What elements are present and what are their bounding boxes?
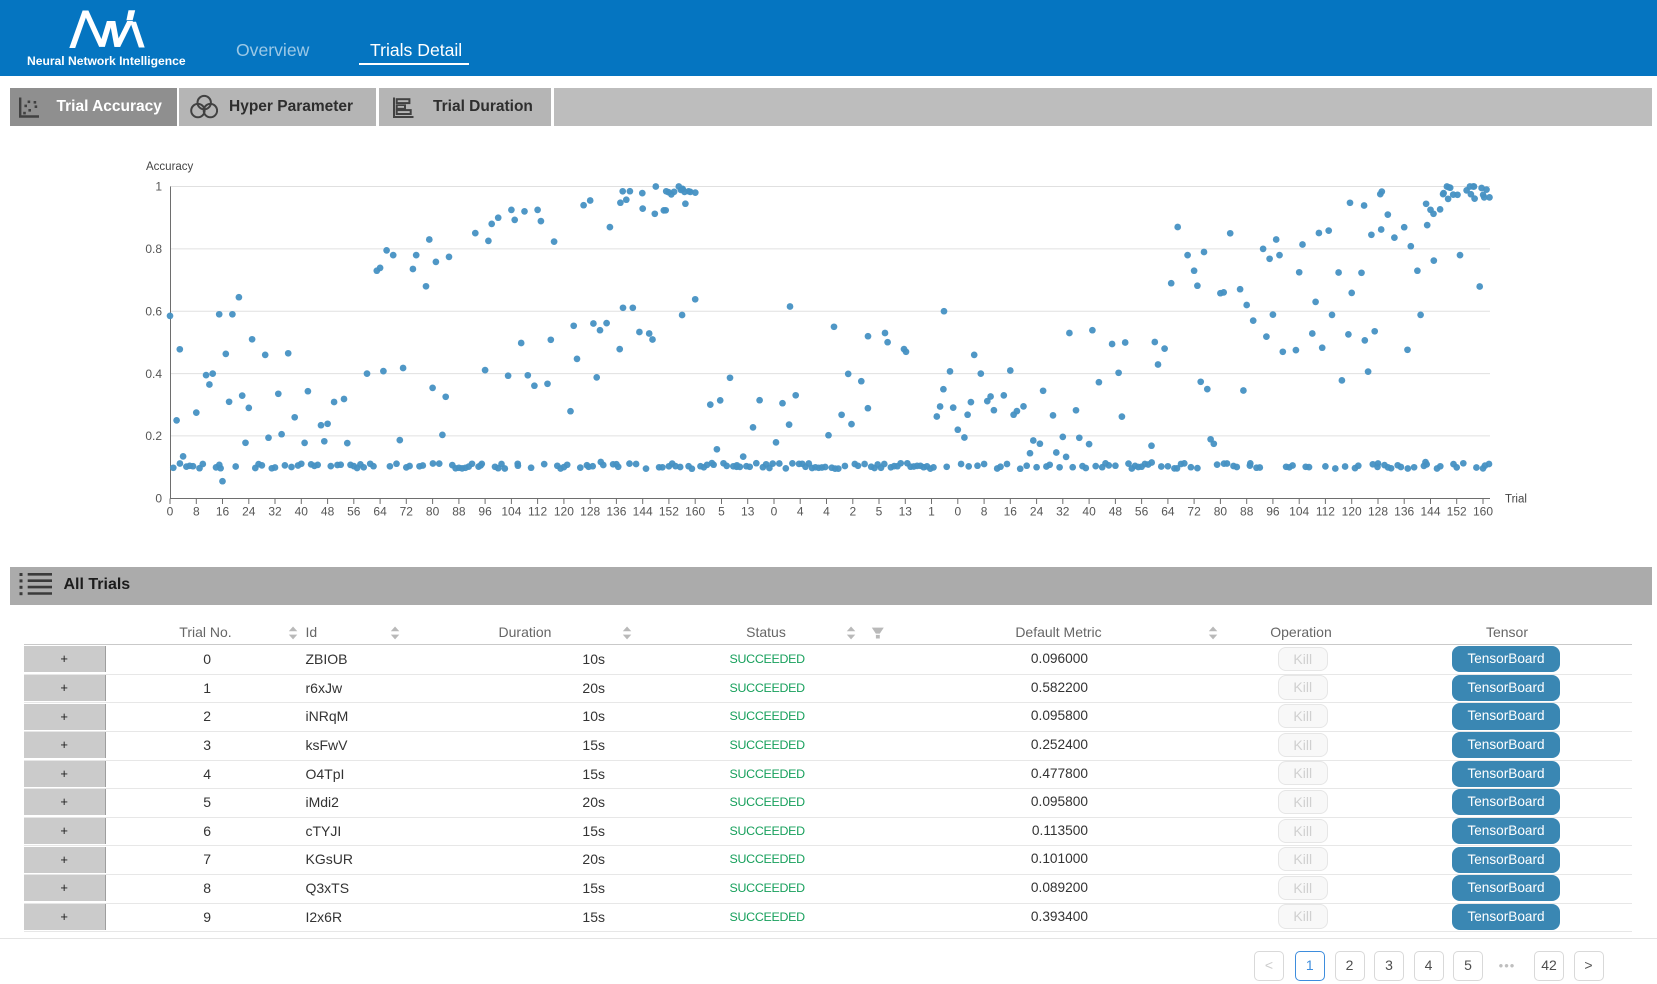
svg-text:5: 5 — [718, 505, 725, 519]
svg-text:152: 152 — [659, 505, 679, 519]
svg-text:64: 64 — [373, 505, 387, 519]
svg-text:0.2: 0.2 — [145, 429, 162, 443]
svg-text:0.4: 0.4 — [145, 367, 162, 381]
svg-text:24: 24 — [242, 505, 256, 519]
svg-text:Trial: Trial — [1505, 494, 1527, 506]
svg-text:0.8: 0.8 — [145, 242, 162, 256]
svg-text:4: 4 — [797, 505, 804, 519]
svg-text:120: 120 — [554, 505, 574, 519]
svg-text:8: 8 — [193, 505, 200, 519]
svg-text:80: 80 — [426, 505, 440, 519]
svg-text:56: 56 — [1135, 505, 1149, 519]
svg-text:0.6: 0.6 — [145, 304, 162, 318]
svg-text:88: 88 — [1240, 505, 1254, 519]
svg-text:0: 0 — [954, 505, 961, 519]
svg-text:112: 112 — [528, 505, 547, 519]
svg-text:72: 72 — [1187, 505, 1201, 519]
svg-text:13: 13 — [899, 505, 913, 519]
svg-text:32: 32 — [268, 505, 282, 519]
svg-text:0: 0 — [155, 492, 162, 506]
svg-text:128: 128 — [1368, 505, 1388, 519]
svg-text:16: 16 — [1004, 505, 1018, 519]
svg-text:136: 136 — [606, 505, 626, 519]
svg-text:144: 144 — [1420, 505, 1440, 519]
svg-text:40: 40 — [1082, 505, 1096, 519]
svg-text:64: 64 — [1161, 505, 1175, 519]
svg-text:104: 104 — [1289, 505, 1309, 519]
svg-text:16: 16 — [216, 505, 230, 519]
svg-text:24: 24 — [1030, 505, 1044, 519]
svg-text:4: 4 — [823, 505, 830, 519]
svg-text:0: 0 — [167, 505, 174, 519]
svg-text:Accuracy: Accuracy — [146, 161, 194, 173]
svg-text:32: 32 — [1056, 505, 1070, 519]
svg-text:2: 2 — [849, 505, 856, 519]
svg-text:1: 1 — [928, 505, 935, 519]
svg-text:0: 0 — [771, 505, 778, 519]
svg-text:136: 136 — [1394, 505, 1414, 519]
svg-text:80: 80 — [1214, 505, 1228, 519]
svg-text:104: 104 — [501, 505, 521, 519]
svg-text:88: 88 — [452, 505, 466, 519]
svg-text:56: 56 — [347, 505, 361, 519]
svg-text:160: 160 — [685, 505, 705, 519]
svg-text:72: 72 — [400, 505, 414, 519]
svg-text:48: 48 — [1109, 505, 1123, 519]
svg-text:48: 48 — [321, 505, 335, 519]
svg-text:40: 40 — [295, 505, 309, 519]
svg-text:128: 128 — [580, 505, 600, 519]
svg-text:120: 120 — [1342, 505, 1362, 519]
svg-text:112: 112 — [1316, 505, 1335, 519]
svg-text:1: 1 — [155, 180, 162, 194]
svg-text:8: 8 — [981, 505, 988, 519]
svg-text:144: 144 — [633, 505, 653, 519]
svg-text:13: 13 — [741, 505, 755, 519]
svg-text:96: 96 — [478, 505, 492, 519]
svg-text:5: 5 — [876, 505, 883, 519]
svg-text:152: 152 — [1447, 505, 1467, 519]
svg-text:160: 160 — [1473, 505, 1493, 519]
svg-text:96: 96 — [1266, 505, 1280, 519]
